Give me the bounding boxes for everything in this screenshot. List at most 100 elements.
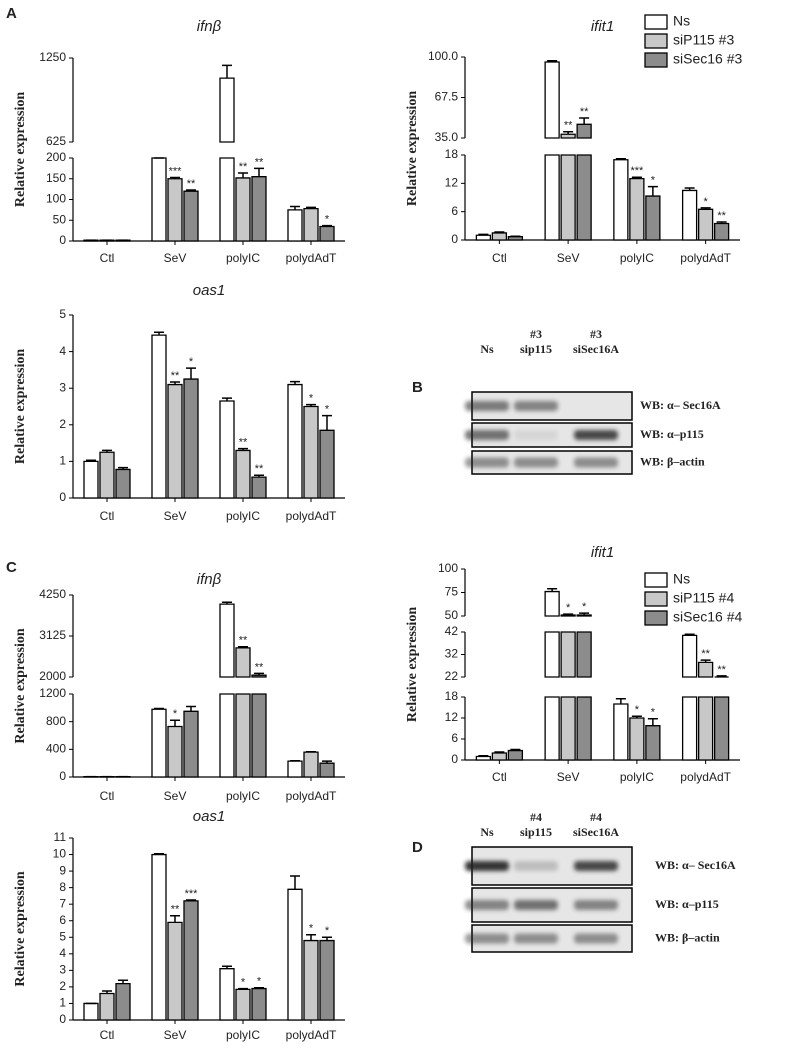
bar — [183, 710, 199, 778]
y-axis-label: Relative expression — [405, 91, 420, 206]
error-bar — [222, 601, 232, 605]
y-tick-label: 0 — [59, 490, 66, 504]
bar — [713, 222, 730, 241]
x-tick-label: Ctl — [100, 1028, 115, 1042]
error-bar — [238, 447, 248, 451]
error-bar — [238, 987, 248, 990]
y-tick-label: 22 — [445, 669, 459, 683]
bar — [697, 661, 714, 761]
x-tick-label: SeV — [557, 251, 580, 265]
bar — [491, 752, 508, 761]
y-tick-label: 67.5 — [435, 90, 459, 104]
y-axis-label: Relative expression — [13, 349, 28, 464]
blot-band — [465, 900, 509, 910]
legend-label: Ns — [673, 571, 690, 587]
error-bar — [186, 367, 196, 380]
lane-label: Ns — [480, 825, 494, 839]
bar — [319, 939, 335, 1021]
y-tick-label: 100.0 — [428, 49, 458, 63]
lane-label: #3 — [530, 327, 542, 341]
x-tick-label: polyIC — [620, 251, 654, 265]
x-tick-label: polyIC — [620, 770, 654, 784]
y-tick-label: 400 — [46, 742, 66, 756]
bar — [183, 900, 199, 1021]
bar — [287, 209, 303, 242]
bar — [251, 176, 267, 242]
y-tick-label: 9 — [59, 863, 66, 877]
lane-label: #4 — [590, 810, 602, 824]
x-tick-label: Ctl — [492, 251, 507, 265]
bar — [99, 992, 115, 1021]
bar — [99, 451, 115, 499]
blot-band — [574, 457, 618, 468]
error-bar — [631, 715, 642, 718]
y-tick-label: 10 — [53, 847, 67, 861]
error-bar — [222, 965, 232, 969]
error-bar — [254, 474, 264, 478]
significance: ** — [239, 635, 248, 647]
chart-title: ifnβ — [197, 571, 222, 588]
significance: ** — [564, 120, 573, 132]
bar — [235, 177, 251, 242]
bar — [115, 468, 131, 499]
bar — [151, 157, 167, 242]
significance: * — [635, 704, 640, 716]
bar — [544, 61, 560, 241]
significance: *** — [185, 888, 199, 900]
error-bar — [547, 587, 558, 592]
y-tick-label: 5 — [59, 929, 66, 943]
blot-band — [465, 457, 509, 468]
y-tick-label: 32 — [445, 647, 459, 661]
error-bar — [700, 659, 711, 663]
x-tick-label: SeV — [164, 789, 187, 803]
error-bar — [322, 414, 332, 431]
error-bar — [684, 633, 695, 636]
error-bar — [547, 59, 558, 62]
error-bar — [290, 875, 300, 890]
bar — [613, 703, 629, 761]
legend-swatch — [644, 33, 668, 49]
bar — [83, 1002, 99, 1021]
error-bar — [254, 986, 264, 989]
significance: ** — [171, 370, 180, 382]
bar — [613, 159, 629, 241]
blot-band — [574, 933, 618, 944]
y-tick-label: 6 — [59, 913, 66, 927]
y-tick-label: 11 — [54, 830, 67, 844]
error-bar — [222, 397, 232, 402]
bar — [319, 225, 335, 242]
error-bar — [510, 748, 521, 751]
blot-band — [514, 900, 558, 910]
y-tick-label: 3125 — [39, 628, 66, 642]
y-tick-label: 18 — [445, 147, 459, 161]
chart-title: ifit1 — [591, 18, 614, 35]
error-bar — [478, 233, 489, 236]
bar — [219, 603, 235, 778]
significance: * — [566, 602, 571, 614]
x-tick-label: polydAdT — [680, 251, 731, 265]
bar — [560, 614, 576, 761]
significance: * — [651, 707, 656, 719]
y-tick-label: 625 — [46, 134, 66, 148]
significance: ** — [717, 664, 726, 676]
error-bar — [579, 612, 590, 616]
y-tick-label: 2000 — [39, 669, 66, 683]
legend-swatch — [644, 591, 668, 607]
x-tick-label: Ctl — [100, 789, 115, 803]
lane-label: #4 — [530, 810, 542, 824]
legend-label: siP115 #3 — [673, 32, 734, 48]
error-bar — [306, 206, 316, 209]
bar — [167, 725, 183, 778]
error-bar — [494, 231, 505, 233]
y-tick-label: 1 — [59, 454, 66, 468]
bar — [251, 674, 267, 778]
error-bar — [186, 899, 196, 901]
error-bar — [254, 167, 264, 177]
bar — [507, 749, 524, 761]
legend-swatch — [644, 52, 668, 68]
blot-band — [574, 900, 618, 910]
lane-label: sip115 — [520, 825, 552, 839]
legend-swatch — [644, 572, 668, 588]
chart-title: oas1 — [193, 282, 226, 299]
error-bar — [322, 936, 332, 941]
